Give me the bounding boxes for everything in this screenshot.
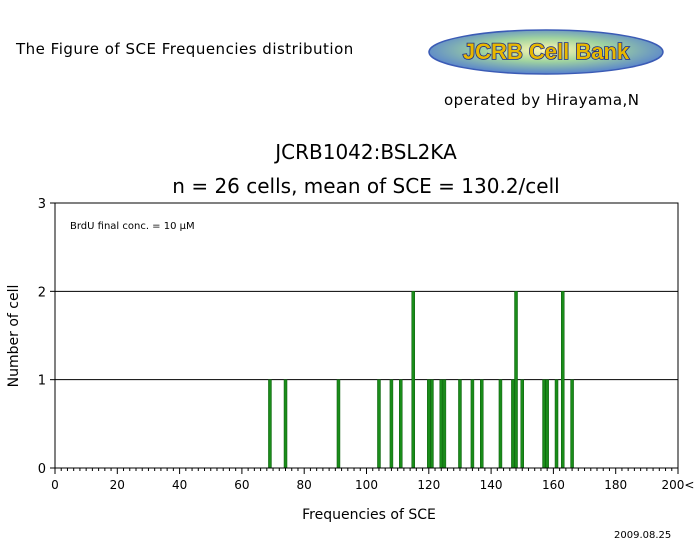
x-tick-label: 100 — [355, 478, 378, 492]
y-tick-label: 1 — [38, 374, 46, 389]
x-tick-label: 40 — [172, 478, 187, 492]
bar — [268, 379, 272, 469]
bar — [439, 379, 444, 469]
bar — [470, 379, 475, 469]
x-tick-label: 140 — [480, 478, 503, 492]
bar — [554, 379, 559, 469]
bar — [389, 379, 394, 469]
chart-subtitle: n = 26 cells, mean of SCE = 130.2/cell — [172, 174, 560, 198]
y-tick-label: 0 — [38, 462, 46, 477]
y-axis-label: Number of cell — [6, 285, 22, 388]
bar — [458, 379, 462, 469]
bar — [542, 379, 546, 469]
plot-frame — [54, 202, 679, 469]
axes-layer: 0 20 40 60 80 100 120 140 160 180 200< 0 1 2 3 — [38, 197, 695, 492]
conc-annotation: BrdU final conc. = 10 µM — [70, 221, 195, 232]
logo-text: JCRB Cell Bank — [463, 39, 630, 64]
x-tick-label: 60 — [234, 478, 249, 492]
x-axis-label: Frequencies of SCE — [302, 507, 436, 523]
bar — [411, 291, 415, 469]
y-tick-label: 2 — [38, 285, 46, 300]
x-tick-label: 80 — [297, 478, 312, 492]
bar — [399, 379, 403, 469]
operated-by-text: operated by Hirayama,N — [444, 91, 640, 109]
bar — [480, 379, 484, 469]
chart-title: JCRB1042:BSL2KA — [275, 140, 457, 164]
bar — [430, 379, 434, 469]
bar — [442, 379, 447, 469]
bar — [514, 291, 518, 469]
y-tick-label: 3 — [38, 197, 46, 212]
jcrb-cell-bank-logo: JCRB Cell Bank — [428, 29, 664, 75]
bar — [377, 379, 381, 469]
bar — [427, 379, 431, 469]
x-tick-label: 200< — [662, 478, 695, 492]
x-tick-label: 120 — [417, 478, 440, 492]
x-tick-label: 160 — [542, 478, 565, 492]
bar — [336, 379, 341, 469]
bar — [570, 379, 574, 469]
bar — [511, 379, 515, 469]
bar — [520, 379, 524, 469]
bar — [283, 379, 288, 469]
date-stamp: 2009.08.25 — [614, 530, 672, 541]
x-tick-label: 20 — [110, 478, 125, 492]
figure-header-title: The Figure of SCE Frequencies distributi… — [16, 40, 354, 58]
bar — [545, 379, 549, 469]
x-tick-label: 0 — [51, 478, 59, 492]
x-tick-label: 180 — [604, 478, 627, 492]
bar — [560, 291, 565, 469]
bar — [498, 379, 503, 469]
